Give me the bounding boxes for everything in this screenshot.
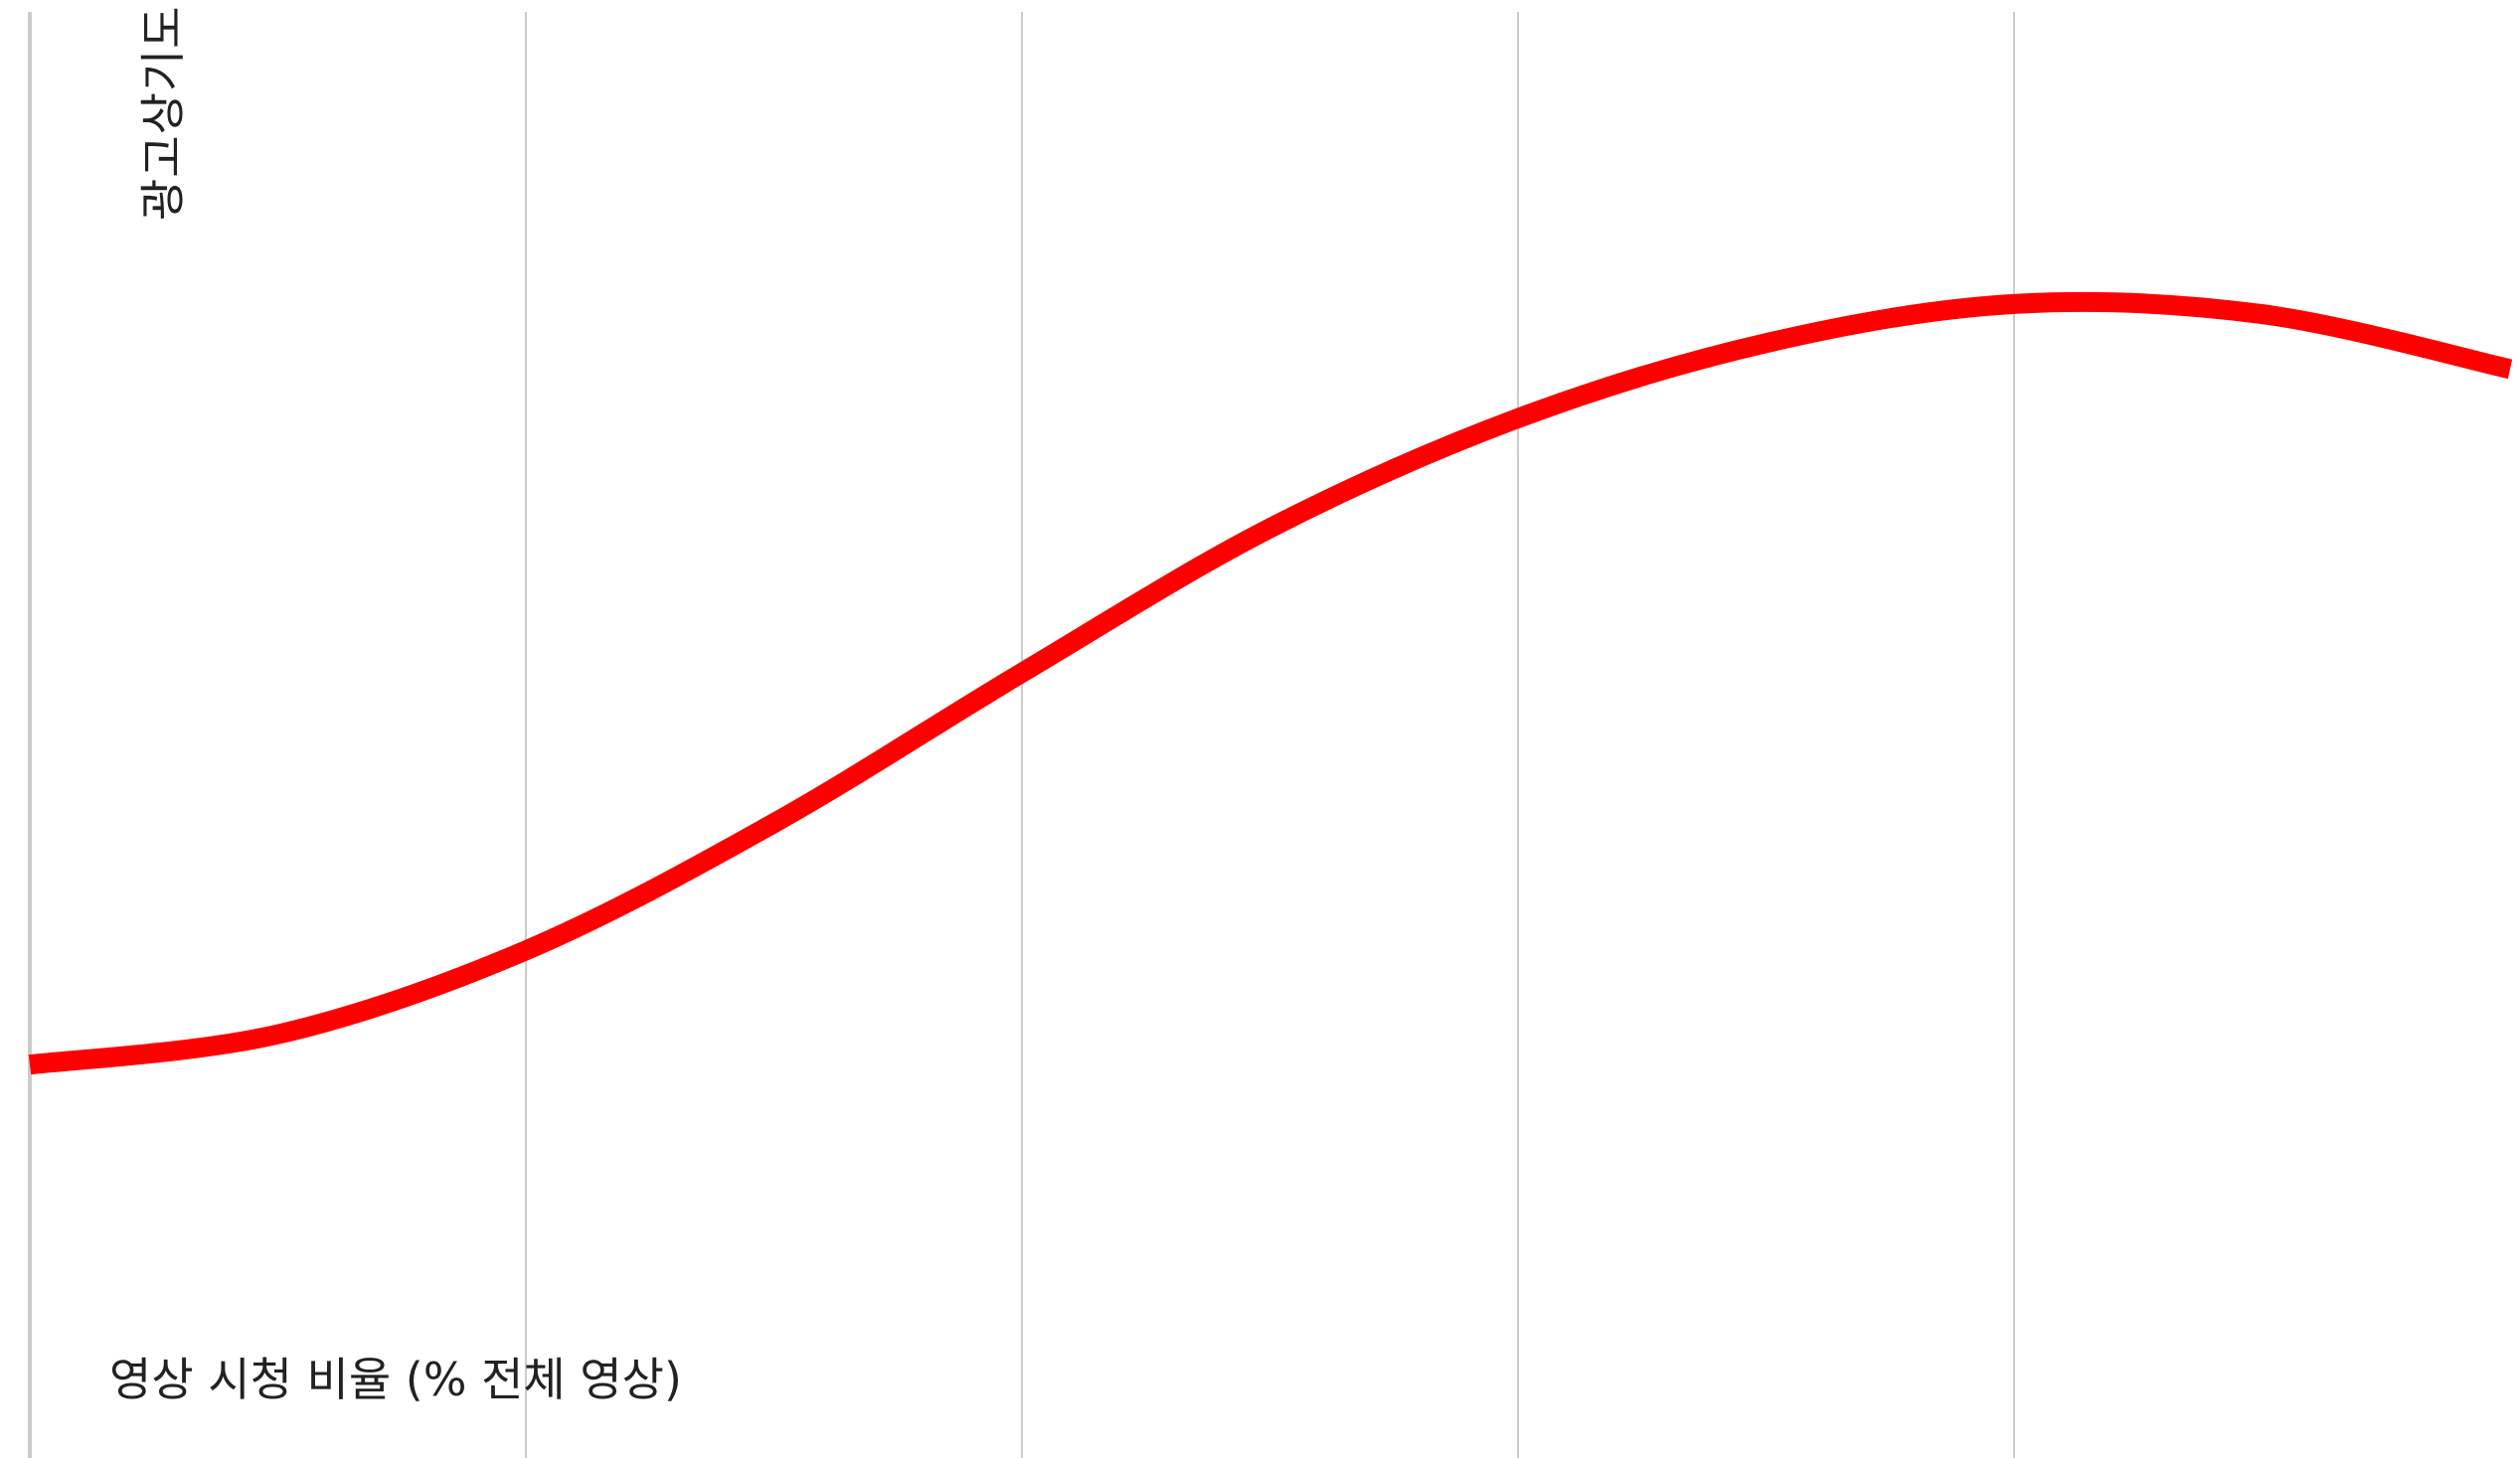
- series-layer: [30, 302, 2510, 1064]
- vertical-gridlines: [526, 12, 2014, 1458]
- x-axis-label: 영상 시청 비율 (% 전체 영상): [109, 1344, 682, 1409]
- y-axis-label: 광고상기도: [127, 5, 193, 221]
- series-line-0: [30, 302, 2510, 1064]
